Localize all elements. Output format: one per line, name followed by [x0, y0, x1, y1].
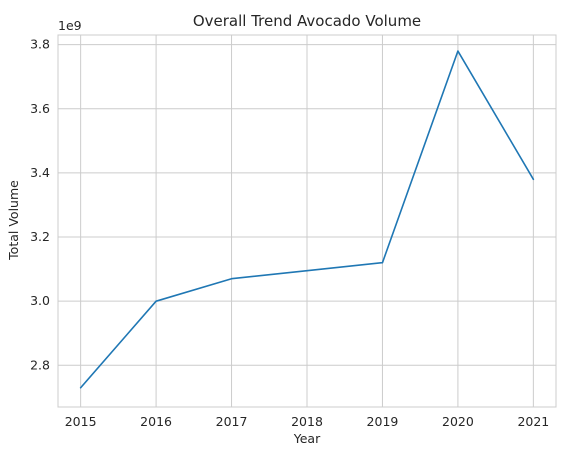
x-tick-label: 2017: [216, 414, 248, 429]
axes-frame: [57, 34, 557, 408]
data-point: [306, 269, 309, 272]
y-tick-label: 3.0: [30, 293, 50, 308]
y-tick-label: 2.8: [30, 357, 50, 372]
x-tick-label: 2016: [140, 414, 172, 429]
x-tick-label: 2018: [291, 414, 323, 429]
volume-series-line: [79, 50, 535, 389]
x-tick-label: 2020: [442, 414, 474, 429]
x-tick-label: 2021: [517, 414, 549, 429]
data-point: [532, 178, 535, 181]
data-point: [79, 386, 82, 389]
y-tick-label: 3.6: [30, 101, 50, 116]
y-axis-label: Total Volume: [6, 180, 21, 261]
x-tick-label: 2019: [367, 414, 399, 429]
y-axis-offset-label: 1e9: [58, 18, 82, 33]
x-axis-label: Year: [293, 431, 321, 446]
data-point: [456, 50, 459, 53]
data-point: [230, 277, 233, 280]
chart-title: Overall Trend Avocado Volume: [193, 12, 421, 30]
data-point: [155, 300, 158, 303]
data-point: [381, 261, 384, 264]
y-tick-label: 3.4: [30, 165, 50, 180]
x-tick-label: 2015: [65, 414, 97, 429]
y-tick-label: 3.2: [30, 229, 50, 244]
plot-area: 2015 2016 2017 2018 2019 2020 2021 2.8 3.0 3.2 3.4…: [30, 34, 557, 429]
y-tick-label: 3.8: [30, 37, 50, 52]
